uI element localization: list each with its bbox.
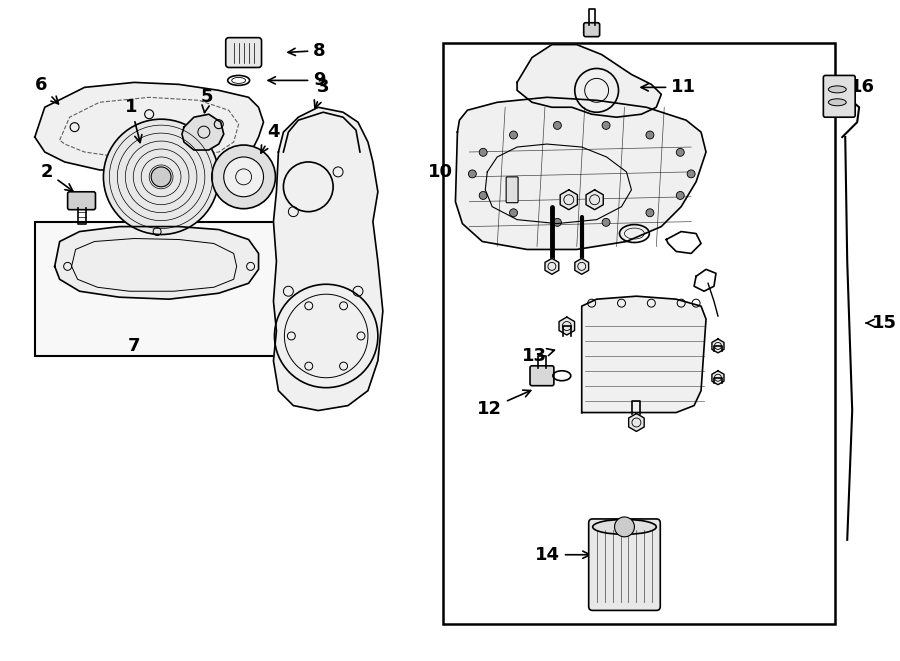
Polygon shape	[581, 296, 706, 412]
Text: 5: 5	[201, 89, 213, 113]
Polygon shape	[182, 114, 224, 150]
Circle shape	[676, 148, 684, 156]
FancyBboxPatch shape	[824, 75, 855, 117]
Circle shape	[468, 170, 476, 178]
Circle shape	[676, 192, 684, 200]
Text: 1: 1	[125, 98, 142, 143]
Circle shape	[646, 209, 654, 217]
Polygon shape	[274, 107, 382, 410]
Polygon shape	[55, 227, 258, 299]
Text: 16: 16	[850, 79, 875, 97]
Text: 9: 9	[268, 71, 326, 89]
Circle shape	[646, 131, 654, 139]
Circle shape	[509, 131, 518, 139]
Text: 6: 6	[35, 77, 58, 104]
Polygon shape	[712, 371, 724, 385]
Polygon shape	[629, 414, 644, 432]
Polygon shape	[712, 339, 724, 353]
Text: 12: 12	[477, 390, 531, 418]
Polygon shape	[455, 97, 706, 249]
Ellipse shape	[828, 86, 846, 93]
Bar	[35, 221, 284, 356]
Text: 7: 7	[128, 337, 140, 355]
Polygon shape	[559, 317, 574, 335]
Text: 2: 2	[40, 163, 73, 191]
Bar	[443, 42, 835, 625]
Circle shape	[554, 122, 562, 130]
Ellipse shape	[828, 98, 846, 106]
Circle shape	[615, 517, 634, 537]
Circle shape	[104, 119, 219, 235]
Circle shape	[554, 218, 562, 226]
Circle shape	[687, 170, 695, 178]
Polygon shape	[518, 44, 662, 117]
FancyBboxPatch shape	[589, 519, 661, 610]
Text: 11: 11	[641, 79, 697, 97]
Circle shape	[212, 145, 275, 209]
FancyBboxPatch shape	[226, 38, 262, 67]
Text: 14: 14	[535, 546, 590, 564]
Circle shape	[602, 218, 610, 226]
Text: 4: 4	[261, 123, 280, 153]
Circle shape	[479, 192, 487, 200]
Text: 10: 10	[428, 163, 453, 181]
FancyBboxPatch shape	[584, 22, 599, 36]
Polygon shape	[545, 258, 559, 274]
Polygon shape	[35, 83, 264, 172]
Text: 8: 8	[288, 42, 326, 59]
Circle shape	[602, 122, 610, 130]
Circle shape	[151, 167, 171, 187]
Circle shape	[224, 157, 264, 197]
FancyBboxPatch shape	[506, 177, 518, 203]
Circle shape	[509, 209, 518, 217]
FancyBboxPatch shape	[68, 192, 95, 210]
Circle shape	[479, 148, 487, 156]
Polygon shape	[575, 258, 589, 274]
Text: 13: 13	[522, 347, 554, 365]
FancyBboxPatch shape	[530, 366, 554, 385]
Text: 15: 15	[866, 314, 897, 332]
Text: 3: 3	[314, 79, 329, 108]
Polygon shape	[586, 190, 603, 210]
Polygon shape	[560, 190, 578, 210]
Ellipse shape	[593, 520, 656, 534]
